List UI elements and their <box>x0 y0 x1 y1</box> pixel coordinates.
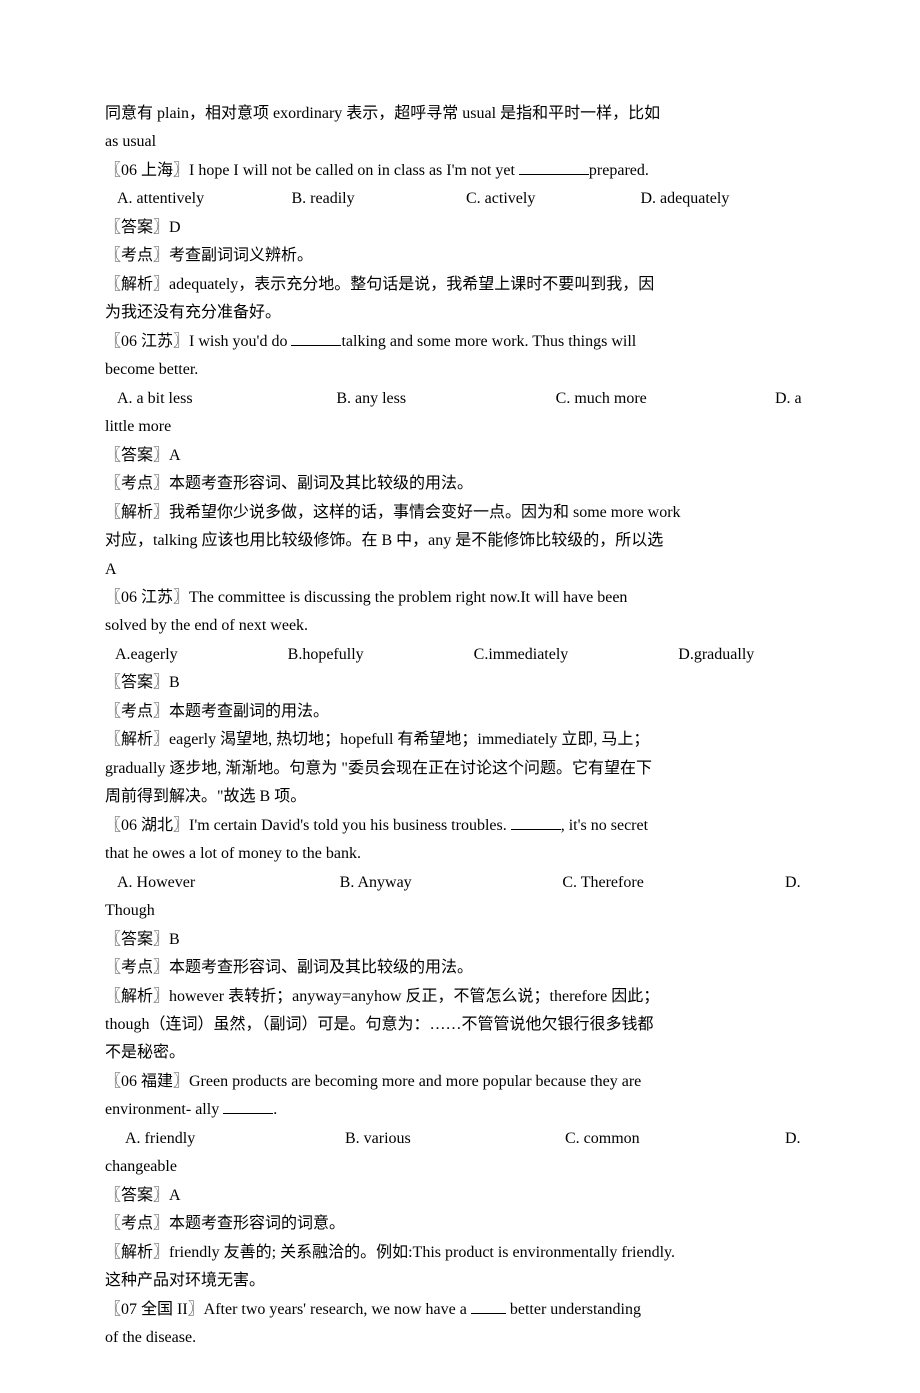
q4-opt-a: A. However <box>117 869 340 897</box>
q2-stem-text: 〖06 江苏〗I wish you'd do <box>105 333 291 350</box>
q6-stem-text: 〖07 全国 II〗After two years' research, we … <box>105 1301 471 1318</box>
q3-opt-b: B.hopefully <box>288 641 364 669</box>
q2-explain-3: A <box>105 556 815 584</box>
q1-stem-text: 〖06 上海〗I hope I will not be called on in… <box>105 162 519 179</box>
q5-opt-d: D. <box>785 1125 815 1153</box>
q5-options: A. friendly B. various C. common D. <box>105 1125 815 1153</box>
q3-explain-1: 〖解析〗eagerly 渴望地, 热切地；hopefull 有希望地；immed… <box>105 726 815 754</box>
q1-opt-a: A. attentively <box>117 185 292 213</box>
q3-stem-2: solved by the end of next week. <box>105 612 815 640</box>
q1-explain-1: 〖解析〗adequately，表示充分地。整句话是说，我希望上课时不要叫到我，因 <box>105 271 815 299</box>
blank <box>471 1313 506 1314</box>
q6-stem: 〖07 全国 II〗After two years' research, we … <box>105 1296 815 1324</box>
q5-opt-a: A. friendly <box>125 1125 345 1153</box>
document-page: 同意有 plain，相对意项 exordinary 表示，超呼寻常 usual … <box>0 0 920 1393</box>
q2-opt-c: C. much more <box>556 385 775 413</box>
q1-opt-d: D. adequately <box>641 185 816 213</box>
q2-answer: 〖答案〗A <box>105 442 815 470</box>
q4-stem: 〖06 湖北〗I'm certain David's told you his … <box>105 812 815 840</box>
q5-explain-2: 这种产品对环境无害。 <box>105 1267 815 1295</box>
blank <box>291 345 341 346</box>
q5-opt-c: C. common <box>565 1125 785 1153</box>
q5-opt-b: B. various <box>345 1125 565 1153</box>
q1-opt-c: C. actively <box>466 185 641 213</box>
q4-stem-text: 〖06 湖北〗I'm certain David's told you his … <box>105 817 511 834</box>
q2-options: A. a bit less B. any less C. much more D… <box>105 385 815 413</box>
q1-answer: 〖答案〗D <box>105 214 815 242</box>
q3-opt-d: D.gradually <box>678 641 754 669</box>
q2-opt-b: B. any less <box>336 385 555 413</box>
q3-stem: 〖06 江苏〗The committee is discussing the p… <box>105 584 815 612</box>
q4-explain-2: though（连词）虽然，（副词）可是。句意为：……不管管说他欠银行很多钱都 <box>105 1011 815 1039</box>
q2-stem-2: become better. <box>105 356 815 384</box>
q5-stem-2b: . <box>273 1101 277 1118</box>
q4-explain-1: 〖解析〗however 表转折；anyway=anyhow 反正，不管怎么说；t… <box>105 983 815 1011</box>
q4-kaodian: 〖考点〗本题考查形容词、副词及其比较级的用法。 <box>105 954 815 982</box>
q5-explain-1: 〖解析〗friendly 友善的; 关系融洽的。例如:This product … <box>105 1239 815 1267</box>
q2-explain-1: 〖解析〗我希望你少说多做，这样的话，事情会变好一点。因为和 some more … <box>105 499 815 527</box>
q3-opt-c: C.immediately <box>474 641 569 669</box>
q2-explain-2: 对应，talking 应该也用比较级修饰。在 B 中，any 是不能修饰比较级的… <box>105 527 815 555</box>
q1-explain-2: 为我还没有充分准备好。 <box>105 299 815 327</box>
q2-stem: 〖06 江苏〗I wish you'd do talking and some … <box>105 328 815 356</box>
q1-stem: 〖06 上海〗I hope I will not be called on in… <box>105 157 815 185</box>
q6-stem-2: of the disease. <box>105 1324 815 1352</box>
q5-stem-2a: environment- ally <box>105 1101 223 1118</box>
q3-explain-2: gradually 逐步地, 渐渐地。句意为 "委员会现在正在讨论这个问题。它有… <box>105 755 815 783</box>
q3-options: A.eagerly B.hopefully C.immediately D.gr… <box>105 641 815 669</box>
blank <box>519 174 589 175</box>
q3-opt-a: A.eagerly <box>115 641 178 669</box>
q1-kaodian: 〖考点〗考查副词词义辨析。 <box>105 242 815 270</box>
q4-opt-b: B. Anyway <box>340 869 563 897</box>
blank <box>223 1113 273 1114</box>
intro-line-1: 同意有 plain，相对意项 exordinary 表示，超呼寻常 usual … <box>105 100 815 128</box>
q4-opt-d2: Though <box>105 897 815 925</box>
q4-opt-c: C. Therefore <box>562 869 785 897</box>
q5-stem-2: environment- ally . <box>105 1096 815 1124</box>
q5-stem: 〖06 福建〗Green products are becoming more … <box>105 1068 815 1096</box>
q3-answer: 〖答案〗B <box>105 669 815 697</box>
q4-answer: 〖答案〗B <box>105 926 815 954</box>
q4-stem-2: that he owes a lot of money to the bank. <box>105 840 815 868</box>
q2-opt-d2: little more <box>105 413 815 441</box>
q1-opt-b: B. readily <box>292 185 467 213</box>
q2-opt-a: A. a bit less <box>117 385 336 413</box>
q1-options: A. attentively B. readily C. actively D.… <box>105 185 815 213</box>
q3-kaodian: 〖考点〗本题考查副词的用法。 <box>105 698 815 726</box>
intro-line-2: as usual <box>105 128 815 156</box>
q6-stem-tail: better understanding <box>506 1301 641 1318</box>
q1-stem-tail: prepared. <box>589 162 649 179</box>
q5-kaodian: 〖考点〗本题考查形容词的词意。 <box>105 1210 815 1238</box>
q4-opt-d: D. <box>785 869 815 897</box>
q4-explain-3: 不是秘密。 <box>105 1039 815 1067</box>
q5-answer: 〖答案〗A <box>105 1182 815 1210</box>
q2-stem-tail: talking and some more work. Thus things … <box>341 333 636 350</box>
q5-opt-d2: changeable <box>105 1153 815 1181</box>
q2-opt-d: D. a <box>775 385 815 413</box>
blank <box>511 829 561 830</box>
q3-explain-3: 周前得到解决。"故选 B 项。 <box>105 783 815 811</box>
q4-options: A. However B. Anyway C. Therefore D. <box>105 869 815 897</box>
q4-stem-tail: , it's no secret <box>561 817 648 834</box>
q2-kaodian: 〖考点〗本题考查形容词、副词及其比较级的用法。 <box>105 470 815 498</box>
